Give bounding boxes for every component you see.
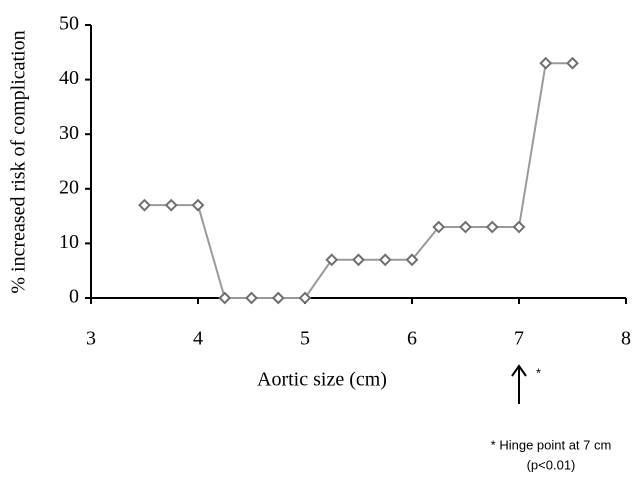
marker [566,56,579,70]
marker [512,220,526,234]
marker [405,253,419,267]
marker [378,253,392,267]
hinge-star: * [536,365,541,380]
marker [352,253,365,267]
y-tick-label: 50 [59,13,79,35]
x-tick-label: 3 [86,328,96,350]
marker [539,56,553,70]
marker [245,291,258,305]
y-tick-label: 10 [59,231,79,253]
x-tick-label: 5 [300,328,310,350]
y-tick-label: 20 [59,176,79,198]
y-tick-label: 40 [59,67,79,89]
x-tick-label: 6 [407,328,417,350]
marker [485,220,499,234]
marker [191,198,205,212]
footnote: * Hinge point at 7 cm [491,437,612,452]
hinge-arrow [511,364,527,404]
marker [271,291,285,305]
footnote: (p<0.01) [527,457,576,472]
marker [218,291,232,305]
x-tick-label: 4 [193,328,203,350]
marker [298,291,312,305]
y-tick-label: 30 [59,122,79,144]
x-tick-label: 7 [514,328,524,350]
x-tick-label: 8 [621,328,631,350]
marker [432,220,446,234]
x-axis-label: Aortic size (cm) [257,369,387,391]
marker [164,198,178,212]
y-tick-label: 0 [69,286,79,308]
y-axis-label: % increased risk of complication [8,30,30,293]
marker [459,220,472,234]
marker [138,198,151,212]
marker [325,253,339,267]
